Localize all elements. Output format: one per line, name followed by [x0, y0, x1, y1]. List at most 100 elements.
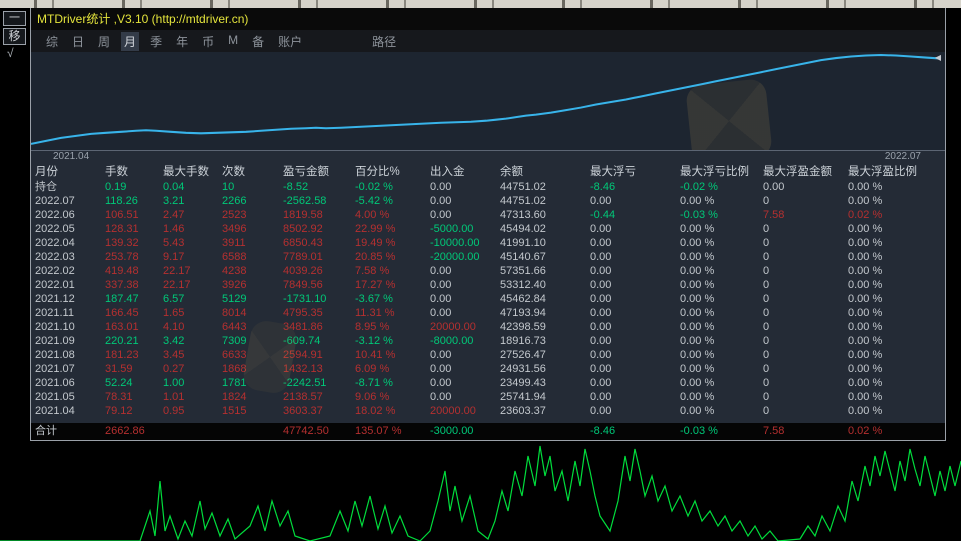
- table-cell: 0.00 %: [848, 405, 883, 417]
- background-toolbar-strip: [0, 0, 961, 8]
- table-row[interactable]: 2021.09 220.21 3.42 7309 -609.74 -3.12 % -8000…: [31, 334, 945, 348]
- collapse-button[interactable]: 一: [3, 11, 26, 26]
- table-cell: 7849.56: [283, 279, 323, 291]
- table-cell: 9.06 %: [355, 391, 390, 403]
- table-cell: 0.00 %: [848, 335, 883, 347]
- table-cell: 57351.66: [500, 265, 546, 277]
- table-cell: 0: [763, 237, 770, 249]
- table-cell: 2138.57: [283, 391, 323, 403]
- table-cell: 23603.37: [500, 405, 546, 417]
- table-row[interactable]: 2022.07 118.26 3.21 2266 -2562.58 -5.42 % 0.00…: [31, 194, 945, 208]
- table-cell: 187.47: [105, 293, 139, 305]
- move-button[interactable]: 移: [3, 28, 26, 45]
- menu-item-path[interactable]: 路径: [372, 34, 397, 49]
- menu-item-bi[interactable]: 币: [202, 34, 215, 49]
- table-cell: -20000.00: [430, 251, 480, 263]
- table-cell: 106.51: [105, 209, 139, 221]
- table-cell: 0.00 %: [680, 223, 715, 235]
- table-cell: 0: [763, 377, 770, 389]
- menu-item-zong[interactable]: 综: [46, 34, 59, 49]
- menu-item-bei[interactable]: 备: [252, 34, 265, 49]
- table-cell: 0.00 %: [680, 195, 715, 207]
- table-cell: 22.17: [163, 279, 191, 291]
- table-cell: 20.85 %: [355, 251, 396, 263]
- table-cell: 6443: [222, 321, 247, 333]
- panel-title-bar[interactable]: MTDriver统计 ,V3.10 (http://mtdriver.cn): [31, 8, 945, 30]
- table-cell: 最大浮盈比例: [848, 166, 917, 178]
- table-cell: 1.46: [163, 223, 185, 235]
- menu-item-zhou[interactable]: 周: [98, 34, 111, 49]
- menu-item-M[interactable]: M: [228, 32, 239, 47]
- table-cell: 6850.43: [283, 237, 323, 249]
- table-row[interactable]: 2021.12 187.47 6.57 5129 -1731.10 -3.67 % 0.00…: [31, 292, 945, 306]
- table-cell: -609.74: [283, 335, 321, 347]
- table-cell: 166.45: [105, 307, 139, 319]
- table-cell: 45494.02: [500, 223, 546, 235]
- table-cell: 0.00: [590, 321, 612, 333]
- table-cell: 0.00 %: [680, 377, 715, 389]
- table-cell: 百分比%: [355, 166, 400, 178]
- table-row[interactable]: 2021.07 31.59 0.27 1868 1432.13 6.09 % 0.00 249…: [31, 362, 945, 376]
- table-cell: [163, 423, 222, 440]
- check-icon[interactable]: √: [7, 46, 14, 60]
- table-cell: 出入金: [430, 166, 465, 178]
- table-row[interactable]: 2022.06 106.51 2.47 2523 1819.58 4.00 % 0.00 47…: [31, 208, 945, 222]
- table-row[interactable]: 2021.08 181.23 3.45 6633 2594.91 10.41 % 0.00 2…: [31, 348, 945, 362]
- table-row[interactable]: 持仓 0.19 0.04 10 -8.52 -0.02 % 0.00 44751.02 -8.4…: [31, 180, 945, 194]
- table-cell: 0.00 %: [848, 321, 883, 333]
- menu-item-yue[interactable]: 月: [121, 31, 140, 51]
- table-cell: -8.52: [283, 181, 309, 193]
- table-cell: 0: [763, 293, 770, 305]
- table-cell: 8.95 %: [355, 321, 390, 333]
- menu-item-nian[interactable]: 年: [176, 34, 189, 49]
- table-cell: 2021.11: [35, 307, 74, 319]
- table-row[interactable]: 2021.06 52.24 1.00 1781 -2242.51 -8.71 % 0.00 2…: [31, 376, 945, 390]
- table-cell: 2022.02: [35, 265, 75, 277]
- table-cell: 8014: [222, 307, 247, 319]
- table-cell: 3481.86: [283, 321, 323, 333]
- table-cell: 0.00 %: [848, 195, 883, 207]
- menu-item-ri[interactable]: 日: [72, 34, 85, 49]
- table-row[interactable]: 2022.02 419.48 22.17 4238 4039.26 7.58 % 0.00 5…: [31, 264, 945, 278]
- table-cell: 2594.91: [283, 349, 323, 361]
- table-cell: 0.04: [163, 181, 185, 193]
- table-cell: 0.00 %: [848, 363, 883, 375]
- table-row[interactable]: 2022.05 128.31 1.46 3496 8502.92 22.99 % -5000…: [31, 222, 945, 236]
- table-cell: 11.31 %: [355, 307, 395, 319]
- table-cell: 1868: [222, 363, 247, 375]
- table-row[interactable]: 2022.01 337.38 22.17 3926 7849.56 17.27 % 0.00…: [31, 278, 945, 292]
- menu-item-zhanghu[interactable]: 账户: [278, 34, 303, 49]
- table-cell: 5.43: [163, 237, 185, 249]
- table-cell: 1.00: [163, 377, 185, 389]
- table-cell: -3.12 %: [355, 335, 393, 347]
- table-cell: 27526.47: [500, 349, 546, 361]
- table-row[interactable]: 2022.03 253.78 9.17 6588 7789.01 20.85 % -2000…: [31, 250, 945, 264]
- table-cell: 0: [763, 195, 770, 207]
- table-cell: 2021.05: [35, 391, 75, 403]
- table-cell: 25741.94: [500, 391, 546, 403]
- table-cell: 0.00: [590, 405, 612, 417]
- table-row[interactable]: 2021.11 166.45 1.65 8014 4795.35 11.31 % 0.00 4…: [31, 306, 945, 320]
- table-row[interactable]: 2021.10 163.01 4.10 6443 3481.86 8.95 % 20000.…: [31, 320, 945, 334]
- menu-item-ji[interactable]: 季: [150, 34, 163, 49]
- table-cell: 0.00: [430, 349, 452, 361]
- table-cell: 0: [763, 391, 770, 403]
- table-row[interactable]: 2022.04 139.32 5.43 3911 6850.43 19.49 % -1000…: [31, 236, 945, 250]
- table-row[interactable]: 2021.05 78.31 1.01 1824 2138.57 9.06 % 0.00 257…: [31, 390, 945, 404]
- table-cell: 0.00: [590, 251, 612, 263]
- table-cell: 0.00: [430, 363, 452, 375]
- table-cell: 月份: [35, 166, 58, 178]
- table-cell: 0.00 %: [680, 237, 715, 249]
- scroll-left-arrow-icon[interactable]: ◀: [934, 53, 941, 62]
- table-cell: 2021.12: [35, 293, 75, 305]
- table-cell: 0.00: [590, 237, 612, 249]
- table-cell: 0.00 %: [848, 181, 883, 193]
- table-cell: 6.09 %: [355, 363, 390, 375]
- table-cell: 10.41 %: [355, 349, 396, 361]
- table-cell: 31.59: [105, 363, 133, 375]
- table-cell: 3911: [222, 237, 246, 249]
- table-cell: 2022.04: [35, 237, 75, 249]
- table-row[interactable]: 2021.04 79.12 0.95 1515 3603.37 18.02 % 20000.…: [31, 404, 945, 418]
- axis-end-label: 2022.07: [884, 151, 921, 162]
- table-cell: 22.99 %: [355, 223, 396, 235]
